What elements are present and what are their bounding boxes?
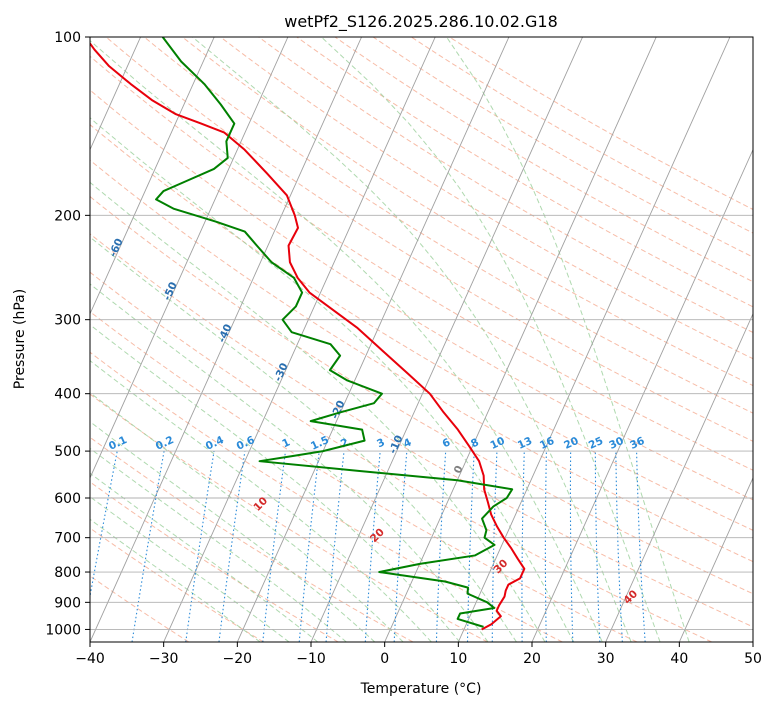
x-tick-label: −20 bbox=[223, 651, 253, 667]
x-tick-label: −10 bbox=[296, 651, 326, 667]
isotherm-line bbox=[531, 148, 753, 642]
x-tick-label: 50 bbox=[744, 651, 762, 667]
temperature-profile-line bbox=[90, 41, 526, 631]
dry-adiabat-line bbox=[90, 311, 638, 642]
dry-adiabat-line bbox=[90, 233, 753, 628]
mixing-ratio-label: 25 bbox=[587, 435, 605, 452]
isotherm-line bbox=[90, 37, 141, 151]
dry-adiabat-line bbox=[449, 37, 753, 210]
dry-adiabat-line bbox=[296, 37, 753, 308]
mixing-ratio-line bbox=[218, 451, 246, 642]
isotherm-label: 0 bbox=[452, 464, 466, 476]
y-tick-label: 900 bbox=[54, 595, 81, 611]
isotherm-line bbox=[236, 37, 510, 642]
mixing-ratio-label: 8 bbox=[469, 436, 481, 450]
moist-adiabat-line bbox=[90, 236, 517, 642]
sounding-profiles bbox=[90, 37, 526, 631]
isotherm-line bbox=[310, 37, 583, 642]
y-axis-title: Pressure (hPa) bbox=[12, 289, 28, 389]
dry-adiabat-line bbox=[220, 37, 753, 360]
moist-adiabat-line bbox=[90, 447, 347, 642]
moist-adiabat-line bbox=[90, 472, 319, 642]
mixing-ratio-label: 4 bbox=[402, 436, 414, 450]
x-tick-label: 10 bbox=[449, 651, 467, 667]
moist-adiabat-line bbox=[90, 283, 489, 642]
chart-title: wetPf2_S126.2025.286.10.02.G18 bbox=[284, 12, 558, 32]
x-axis: −40 −30 −20 −10 0 10 20 30 40 50 bbox=[75, 642, 762, 667]
plot-area bbox=[90, 37, 753, 642]
y-tick-label: 400 bbox=[54, 387, 81, 403]
isotherm-line bbox=[90, 37, 362, 642]
mixing-ratio-label: 3 bbox=[375, 436, 387, 450]
moist-adiabat-line bbox=[90, 421, 376, 642]
x-tick-label: −30 bbox=[149, 651, 179, 667]
y-tick-label: 700 bbox=[54, 531, 81, 547]
dry-adiabat-line bbox=[334, 37, 753, 283]
dry-adiabat-line bbox=[105, 37, 753, 442]
isotherm-line bbox=[163, 37, 436, 642]
y-tick-label: 500 bbox=[54, 444, 81, 460]
plot-frame bbox=[89, 36, 754, 643]
isotherm-line bbox=[90, 37, 289, 479]
y-tick-label: 600 bbox=[54, 491, 81, 507]
background-lines bbox=[90, 37, 753, 642]
x-tick-label: 20 bbox=[523, 651, 541, 667]
mixing-ratio-label: 16 bbox=[538, 435, 556, 452]
mixing-ratio-line bbox=[262, 451, 287, 642]
isotherm-line bbox=[90, 37, 215, 315]
moist-adiabat-line bbox=[446, 37, 690, 642]
mixing-ratio-label: 13 bbox=[516, 435, 534, 452]
moist-adiabat-line bbox=[90, 181, 546, 642]
moist-adiabat-line bbox=[90, 117, 575, 642]
mixing-ratio-label: 36 bbox=[628, 435, 646, 452]
dry-adiabat-line bbox=[90, 271, 712, 642]
dry-adiabat-line bbox=[90, 527, 264, 642]
mixing-ratio-label: 6 bbox=[441, 436, 453, 450]
dewpoint-profile-line bbox=[155, 37, 514, 628]
moist-adiabat-line bbox=[320, 37, 661, 642]
isotherm-line bbox=[457, 37, 731, 642]
dry-adiabat-line bbox=[90, 351, 563, 642]
dry-adiabat-line bbox=[182, 37, 753, 387]
mixing-ratio-label: 1 bbox=[280, 436, 292, 450]
mixing-ratio-line bbox=[364, 451, 381, 642]
y-tick-label: 800 bbox=[54, 565, 81, 581]
isotherm-line bbox=[384, 37, 657, 642]
moist-adiabat-line bbox=[90, 392, 404, 642]
x-tick-label: 30 bbox=[597, 651, 615, 667]
moist-adiabat-line bbox=[90, 39, 603, 642]
mixing-ratio-label: 30 bbox=[607, 435, 625, 452]
y-tick-label: 100 bbox=[54, 30, 81, 46]
mixing-ratio-label: 20 bbox=[562, 435, 580, 452]
mixing-ratio-label: 10 bbox=[488, 435, 506, 452]
isotherm-line bbox=[605, 312, 753, 642]
moist-adiabat-line bbox=[90, 496, 290, 642]
moist-adiabat-line bbox=[192, 37, 632, 642]
dry-adiabat-line bbox=[143, 37, 753, 414]
x-tick-label: −40 bbox=[75, 651, 105, 667]
moist-adiabat-line bbox=[90, 324, 461, 642]
x-tick-label: 0 bbox=[380, 651, 389, 667]
mixing-ratio-line bbox=[298, 451, 320, 642]
x-axis-title: Temperature (°C) bbox=[360, 681, 482, 697]
mixing-ratio-line bbox=[325, 451, 345, 642]
dry-adiabat-line bbox=[90, 159, 753, 563]
y-tick-label: 1000 bbox=[45, 622, 81, 638]
isotherm-line bbox=[678, 476, 753, 642]
mixing-ratio-line bbox=[185, 451, 215, 642]
x-tick-label: 40 bbox=[670, 651, 688, 667]
y-axis: 100 200 300 400 500 600 700 800 900 1000 bbox=[45, 30, 90, 638]
y-tick-label: 200 bbox=[54, 208, 81, 224]
moist-adiabat-line bbox=[90, 518, 261, 642]
mixing-ratio-label: 2 bbox=[339, 436, 351, 450]
dry-adiabat-line bbox=[90, 195, 753, 595]
y-tick-label: 300 bbox=[54, 313, 81, 329]
